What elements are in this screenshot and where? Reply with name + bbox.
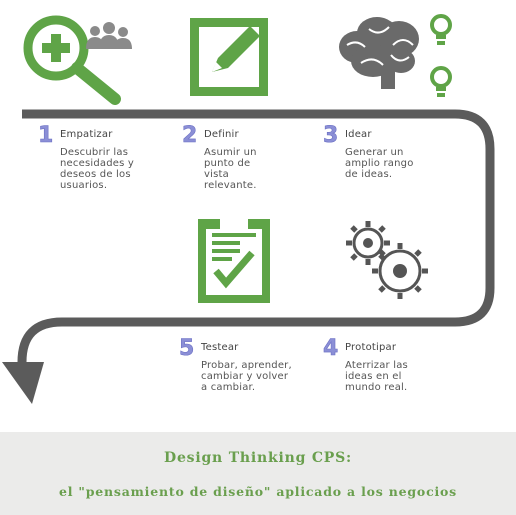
step-title: Testear <box>201 342 239 353</box>
step-number: 4 <box>323 336 339 362</box>
step-number: 1 <box>38 123 54 149</box>
footer-title: Design Thinking CPS: <box>164 450 352 466</box>
magnifier-plus-people-icon <box>23 15 132 105</box>
step-title: Prototipar <box>345 342 397 353</box>
footer-banner: Design Thinking CPS: el "pensamiento de … <box>0 432 516 515</box>
step-description: Generar un amplio rango de ideas. <box>345 147 414 180</box>
footer-subtitle: el "pensamiento de diseño" aplicado a lo… <box>58 484 458 499</box>
step-description: Probar, aprender, cambiar y volver a cam… <box>201 360 292 393</box>
step-number: 5 <box>179 336 195 362</box>
flow-arrowhead <box>2 362 44 404</box>
clipboard-check-icon <box>198 219 270 303</box>
step-description: Aterrizar las ideas en el mundo real. <box>345 360 408 393</box>
pencil-on-square-icon <box>190 18 268 96</box>
step-description: Asumir un punto de vista relevante. <box>204 147 257 191</box>
step-title: Empatizar <box>60 129 113 140</box>
step-number: 2 <box>182 123 198 149</box>
step-description: Descubrir las necesidades y deseos de lo… <box>60 147 135 191</box>
step-number: 3 <box>323 123 339 149</box>
brain-with-lightbulbs-icon <box>339 14 452 97</box>
step-title: Definir <box>204 129 239 140</box>
step-title: Idear <box>345 129 372 140</box>
gears-icon <box>346 221 428 299</box>
